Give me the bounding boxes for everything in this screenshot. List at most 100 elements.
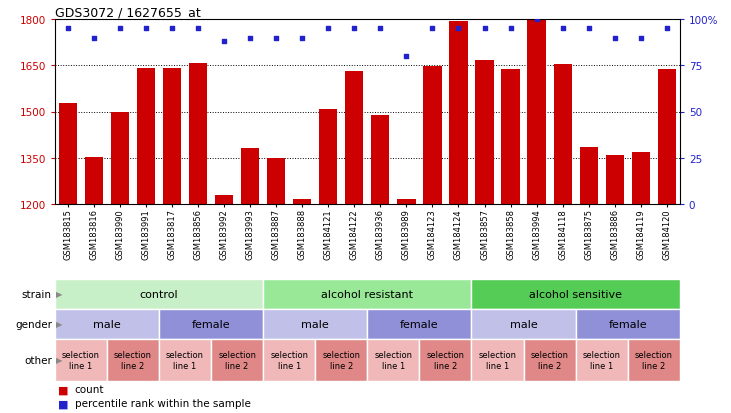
Bar	[580, 147, 598, 204]
Text: female: female	[400, 319, 439, 329]
Point	[88, 35, 99, 42]
Bar	[471, 309, 575, 339]
Bar	[55, 309, 159, 339]
Text: selection
line 1: selection line 1	[166, 350, 204, 370]
Bar	[367, 309, 471, 339]
Bar	[471, 279, 680, 309]
Bar	[605, 155, 624, 204]
Bar	[319, 110, 338, 204]
Text: ▶: ▶	[56, 290, 62, 299]
Text: male: male	[510, 319, 537, 329]
Point	[219, 39, 230, 45]
Bar	[137, 69, 155, 204]
Point	[635, 35, 647, 42]
Bar	[211, 339, 263, 381]
Bar	[159, 339, 211, 381]
Point	[479, 26, 491, 33]
Text: count: count	[75, 385, 104, 394]
Text: selection
line 1: selection line 1	[583, 350, 621, 370]
Text: GDS3072 / 1627655_at: GDS3072 / 1627655_at	[55, 6, 200, 19]
Bar	[420, 339, 471, 381]
Point	[166, 26, 178, 33]
Text: control: control	[140, 289, 178, 299]
Text: selection
line 1: selection line 1	[270, 350, 308, 370]
Bar	[263, 309, 367, 339]
Bar	[241, 148, 260, 204]
Text: male: male	[93, 319, 121, 329]
Point	[452, 26, 464, 33]
Point	[322, 26, 334, 33]
Point	[244, 35, 256, 42]
Bar	[263, 279, 471, 309]
Point	[504, 26, 516, 33]
Text: selection
line 2: selection line 2	[531, 350, 569, 370]
Text: other: other	[24, 355, 52, 365]
Text: ■: ■	[58, 385, 69, 394]
Text: female: female	[192, 319, 230, 329]
Bar	[107, 339, 159, 381]
Point	[140, 26, 152, 33]
Bar	[189, 64, 207, 204]
Bar	[575, 339, 628, 381]
Bar	[553, 64, 572, 204]
Point	[349, 26, 360, 33]
Bar	[315, 339, 367, 381]
Point	[401, 54, 412, 60]
Point	[583, 26, 594, 33]
Bar	[528, 20, 546, 204]
Bar	[263, 339, 315, 381]
Text: ▶: ▶	[56, 356, 62, 365]
Point	[609, 35, 621, 42]
Text: alcohol resistant: alcohol resistant	[322, 289, 413, 299]
Bar	[367, 339, 420, 381]
Bar	[632, 152, 650, 204]
Text: selection
line 2: selection line 2	[635, 350, 673, 370]
Bar	[267, 159, 285, 204]
Bar	[371, 115, 390, 204]
Bar	[293, 200, 311, 204]
Bar	[575, 309, 680, 339]
Bar	[523, 339, 575, 381]
Bar	[450, 21, 468, 204]
Point	[531, 17, 542, 23]
Bar	[501, 70, 520, 204]
Bar	[475, 61, 493, 204]
Bar	[55, 279, 263, 309]
Text: ▶: ▶	[56, 320, 62, 329]
Bar	[215, 196, 233, 204]
Text: selection
line 1: selection line 1	[374, 350, 412, 370]
Bar	[58, 104, 77, 204]
Point	[192, 26, 204, 33]
Bar	[85, 157, 103, 204]
Text: selection
line 2: selection line 2	[218, 350, 256, 370]
Bar	[345, 72, 363, 204]
Text: selection
line 2: selection line 2	[426, 350, 464, 370]
Bar	[55, 339, 107, 381]
Bar	[471, 339, 523, 381]
Text: gender: gender	[15, 319, 52, 329]
Text: male: male	[301, 319, 329, 329]
Bar	[111, 112, 129, 204]
Point	[62, 26, 74, 33]
Text: female: female	[608, 319, 647, 329]
Point	[114, 26, 126, 33]
Bar	[159, 309, 263, 339]
Bar	[423, 67, 442, 204]
Point	[427, 26, 439, 33]
Text: selection
line 2: selection line 2	[322, 350, 360, 370]
Point	[296, 35, 308, 42]
Text: alcohol sensitive: alcohol sensitive	[529, 289, 622, 299]
Bar	[163, 69, 181, 204]
Bar	[628, 339, 680, 381]
Text: selection
line 1: selection line 1	[62, 350, 100, 370]
Text: strain: strain	[22, 289, 52, 299]
Point	[557, 26, 569, 33]
Text: ■: ■	[58, 399, 69, 408]
Point	[374, 26, 386, 33]
Point	[270, 35, 282, 42]
Text: percentile rank within the sample: percentile rank within the sample	[75, 399, 251, 408]
Bar	[658, 70, 676, 204]
Text: selection
line 2: selection line 2	[114, 350, 152, 370]
Bar	[397, 200, 415, 204]
Text: selection
line 1: selection line 1	[479, 350, 517, 370]
